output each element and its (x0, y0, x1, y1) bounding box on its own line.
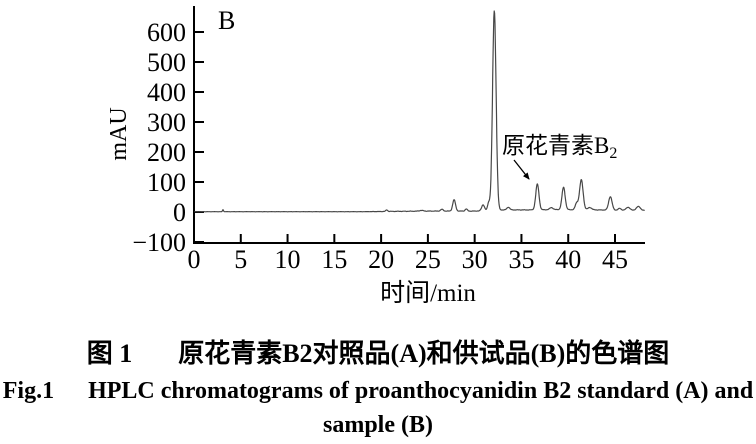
x-tick-label: 5 (234, 245, 247, 274)
axes-lines (193, 6, 645, 244)
caption-en-text: HPLC chromatograms of proanthocyanidin B… (88, 378, 754, 404)
peak-annotation-subscript: 2 (609, 145, 617, 162)
x-axis-label: 时间/min (380, 279, 476, 307)
caption-english-line2: sample (B) (323, 412, 433, 438)
x-tick-label: 45 (602, 245, 628, 274)
y-tick-label: −100 (132, 228, 186, 257)
panel-label: B (218, 6, 235, 35)
peak-annotation-label: 原花青素B2 (502, 133, 617, 162)
peak-annotation-main: 原花青素B (502, 133, 609, 158)
caption-english-line1: Fig.1 HPLC chromatograms of proanthocyan… (0, 377, 756, 406)
x-tick-label: 10 (275, 245, 301, 274)
y-axis-label: mAU (106, 107, 132, 160)
caption-zh-text: 原花青素B2对照品(A)和供试品(B)的色谱图 (178, 339, 670, 368)
y-tick-label: 400 (147, 78, 186, 107)
x-tick-label: 15 (321, 245, 347, 274)
axis-ticks (193, 31, 617, 243)
caption-zh-prefix: 图 1 (86, 339, 133, 368)
y-tick-label: 0 (173, 198, 186, 227)
y-tick-label: 100 (147, 168, 186, 197)
x-tick-label: 20 (368, 245, 394, 274)
x-tick-label: 35 (508, 245, 534, 274)
caption-chinese: 图 1 原花青素B2对照品(A)和供试品(B)的色谱图 (0, 339, 756, 369)
x-tick-label: 25 (415, 245, 441, 274)
y-tick-label: 500 (147, 48, 186, 77)
chromatogram-trace (194, 10, 645, 213)
trace-line (194, 10, 645, 213)
x-tick-label: 30 (462, 245, 488, 274)
x-tick-label: 0 (188, 245, 201, 274)
annotation-arrow (513, 159, 530, 180)
x-tick-label: 40 (555, 245, 581, 274)
y-tick-label: 200 (147, 138, 186, 167)
y-tick-label: 300 (147, 108, 186, 137)
y-tick-label: 600 (147, 18, 186, 47)
caption-en-prefix: Fig.1 (2, 378, 55, 404)
